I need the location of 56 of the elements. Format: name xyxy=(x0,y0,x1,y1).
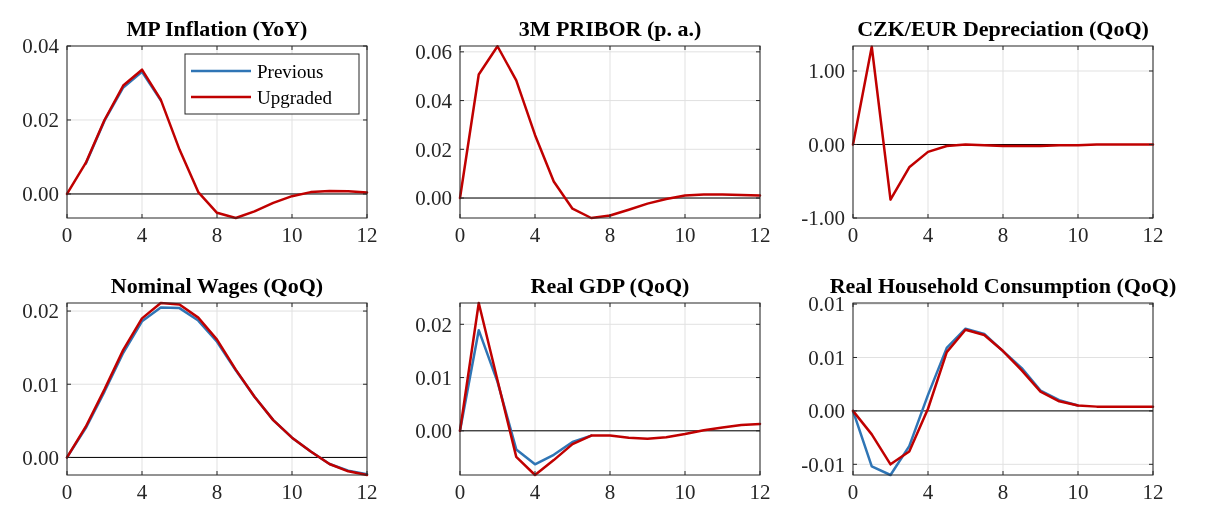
x-tick-label: 12 xyxy=(749,223,771,247)
x-tick-label: 4 xyxy=(529,223,541,247)
chart-title: Nominal Wages (QoQ) xyxy=(110,273,324,298)
x-tick-label: 12 xyxy=(1142,480,1164,504)
y-tick-label: 0.01 xyxy=(22,372,59,397)
y-tick-label: 0.04 xyxy=(415,88,453,113)
x-tick-label: 4 xyxy=(529,480,541,504)
y-tick-label: 0.00 xyxy=(22,445,59,470)
x-tick-label: 10 xyxy=(1067,480,1089,504)
x-tick-label: 8 xyxy=(997,223,1009,247)
x-tick-label: 8 xyxy=(211,223,223,247)
y-tick-label: 0.02 xyxy=(415,137,452,162)
x-tick-label: 0 xyxy=(847,480,859,504)
y-tick-label: -0.01 xyxy=(801,452,845,477)
x-tick-label: 4 xyxy=(922,480,934,504)
x-tick-label: 10 xyxy=(281,480,303,504)
y-tick-label: 0.02 xyxy=(22,108,59,133)
y-tick-label: 0.01 xyxy=(808,345,845,370)
x-tick-label: 10 xyxy=(674,223,696,247)
x-tick-label: 12 xyxy=(356,480,378,504)
x-tick-label: 0 xyxy=(847,223,859,247)
chart-title: CZK/EUR Depreciation (QoQ) xyxy=(857,16,1149,41)
y-tick-label: 0.02 xyxy=(415,312,452,337)
y-tick-label: 0.00 xyxy=(808,132,845,157)
chart-title: 3M PRIBOR (p. a.) xyxy=(518,16,702,41)
y-tick-label: 0.00 xyxy=(808,399,845,424)
x-tick-label: 10 xyxy=(674,480,696,504)
x-tick-label: 8 xyxy=(211,480,223,504)
y-tick-label: 0.00 xyxy=(415,186,452,211)
y-tick-label: 0.04 xyxy=(22,34,60,59)
x-tick-label: 0 xyxy=(454,223,466,247)
x-tick-label: 8 xyxy=(997,480,1009,504)
x-tick-label: 0 xyxy=(454,480,466,504)
y-tick-label: 0.00 xyxy=(415,419,452,444)
y-tick-label: -1.00 xyxy=(801,206,845,231)
x-tick-label: 10 xyxy=(281,223,303,247)
x-tick-label: 4 xyxy=(136,223,148,247)
legend-label: Upgraded xyxy=(257,86,333,108)
x-tick-label: 4 xyxy=(136,480,148,504)
x-tick-label: 8 xyxy=(604,480,616,504)
y-tick-label: 0.02 xyxy=(22,299,59,324)
legend-label: Previous xyxy=(257,60,324,82)
y-tick-label: 0.06 xyxy=(415,40,452,65)
x-tick-label: 12 xyxy=(749,480,771,504)
x-tick-label: 4 xyxy=(922,223,934,247)
x-tick-label: 8 xyxy=(604,223,616,247)
x-tick-label: 12 xyxy=(1142,223,1164,247)
y-tick-label: 0.00 xyxy=(22,182,59,207)
chart-title: Real GDP (QoQ) xyxy=(530,273,690,298)
x-tick-label: 0 xyxy=(61,223,73,247)
chart-title: MP Inflation (YoY) xyxy=(126,16,308,41)
x-tick-label: 0 xyxy=(61,480,73,504)
x-tick-label: 10 xyxy=(1067,223,1089,247)
x-tick-label: 12 xyxy=(356,223,378,247)
y-tick-label: 0.01 xyxy=(415,365,452,390)
y-tick-label: 1.00 xyxy=(808,59,845,84)
